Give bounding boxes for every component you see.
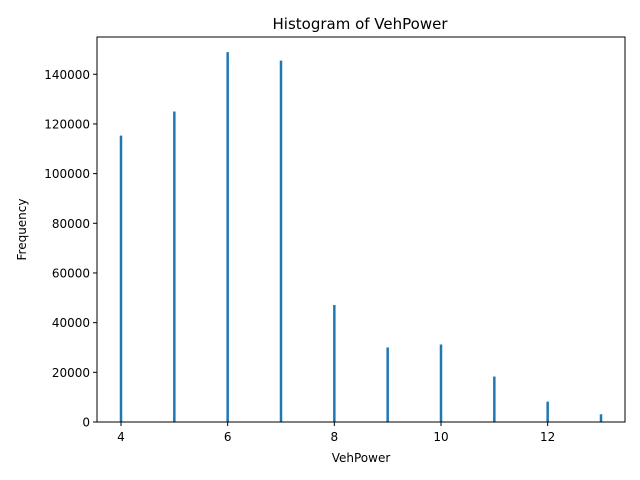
bar-10 xyxy=(439,344,443,422)
chart-title: Histogram of VehPower xyxy=(273,15,449,33)
bar-7 xyxy=(279,60,283,422)
x-axis-ticks: 4 6 8 10 12 xyxy=(117,422,555,444)
x-tick-label: 4 xyxy=(117,430,125,444)
x-tick-label: 10 xyxy=(433,430,448,444)
x-tick-label: 12 xyxy=(540,430,555,444)
y-tick-label: 140000 xyxy=(44,68,90,82)
y-tick-label: 80000 xyxy=(52,217,90,231)
y-tick-label: 0 xyxy=(82,416,90,430)
y-tick-label: 20000 xyxy=(52,366,90,380)
y-tick-label: 60000 xyxy=(52,266,90,280)
y-tick-label: 40000 xyxy=(52,316,90,330)
bars-group xyxy=(119,52,603,423)
y-tick-label: 100000 xyxy=(44,167,90,181)
x-tick-label: 6 xyxy=(224,430,232,444)
y-axis-label: Frequency xyxy=(15,199,29,261)
y-tick-label: 120000 xyxy=(44,117,90,131)
bar-12 xyxy=(546,401,549,422)
y-axis-ticks: 0 20000 40000 60000 80000 100000 120000 140000 xyxy=(44,68,97,430)
bar-6 xyxy=(226,52,229,423)
x-tick-label: 8 xyxy=(331,430,339,444)
bar-4 xyxy=(119,135,123,423)
bar-9 xyxy=(386,347,389,422)
bar-5 xyxy=(173,111,176,423)
bar-11 xyxy=(493,376,496,422)
bar-13 xyxy=(599,414,603,422)
plot-frame xyxy=(96,36,626,423)
bar-8 xyxy=(333,305,336,422)
x-axis-label: VehPower xyxy=(332,451,391,465)
